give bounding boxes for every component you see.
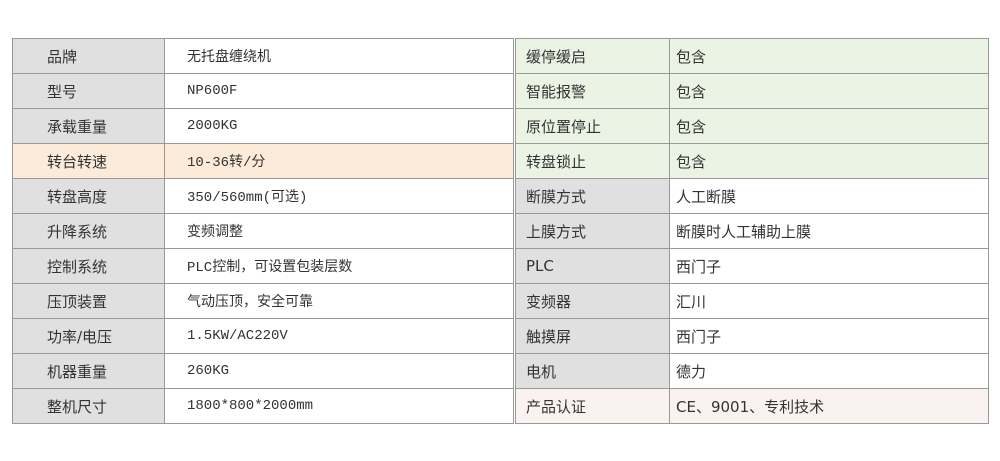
spec-value: 西门子 xyxy=(669,248,989,284)
spec-label: 转盘锁止 xyxy=(515,143,670,179)
spec-value: 德力 xyxy=(669,353,989,389)
spec-value: 包含 xyxy=(669,143,989,179)
table-row: 品牌 无托盘缠绕机 xyxy=(12,38,514,74)
table-row: 缓停缓启 包含 xyxy=(515,38,989,74)
spec-label: 原位置停止 xyxy=(515,108,670,144)
spec-value: 无托盘缠绕机 xyxy=(164,38,514,74)
spec-label: 转台转速 xyxy=(12,143,165,179)
table-row: 承载重量 2000KG xyxy=(12,108,514,144)
table-row: 升降系统 变频调整 xyxy=(12,213,514,249)
spec-value: 2000KG xyxy=(164,108,514,144)
spec-label: 整机尺寸 xyxy=(12,388,165,424)
spec-value: 1.5KW/AC220V xyxy=(164,318,514,354)
spec-label: 升降系统 xyxy=(12,213,165,249)
spec-value: 包含 xyxy=(669,38,989,74)
spec-value: 断膜时人工辅助上膜 xyxy=(669,213,989,249)
spec-value: PLC控制，可设置包装层数 xyxy=(164,248,514,284)
table-row: 转盘锁止 包含 xyxy=(515,143,989,179)
spec-label: 品牌 xyxy=(12,38,165,74)
table-row: 压顶装置 气动压顶，安全可靠 xyxy=(12,283,514,319)
table-row: 变频器 汇川 xyxy=(515,283,989,319)
spec-value: 包含 xyxy=(669,108,989,144)
spec-value: 1800*800*2000mm xyxy=(164,388,514,424)
spec-value: 350/560mm(可选) xyxy=(164,178,514,214)
spec-label: 缓停缓启 xyxy=(515,38,670,74)
spec-value: 西门子 xyxy=(669,318,989,354)
table-row: 原位置停止 包含 xyxy=(515,108,989,144)
spec-value: 气动压顶，安全可靠 xyxy=(164,283,514,319)
table-row: 整机尺寸 1800*800*2000mm xyxy=(12,388,514,424)
spec-label: 压顶装置 xyxy=(12,283,165,319)
spec-value: 260KG xyxy=(164,353,514,389)
table-row: 转台转速 10-36转/分 xyxy=(12,143,514,179)
table-row: 型号 NP600F xyxy=(12,73,514,109)
spec-value: 变频调整 xyxy=(164,213,514,249)
spec-value: 包含 xyxy=(669,73,989,109)
table-row: 上膜方式 断膜时人工辅助上膜 xyxy=(515,213,989,249)
table-row: 产品认证 CE、9001、专利技术 xyxy=(515,388,989,424)
spec-label: 承载重量 xyxy=(12,108,165,144)
spec-label: 型号 xyxy=(12,73,165,109)
spec-label: 断膜方式 xyxy=(515,178,670,214)
table-row: 控制系统 PLC控制，可设置包装层数 xyxy=(12,248,514,284)
spec-label: 智能报警 xyxy=(515,73,670,109)
spec-value: 人工断膜 xyxy=(669,178,989,214)
spec-value: CE、9001、专利技术 xyxy=(669,388,989,424)
table-row: 断膜方式 人工断膜 xyxy=(515,178,989,214)
spec-value: NP600F xyxy=(164,73,514,109)
spec-label: 功率/电压 xyxy=(12,318,165,354)
table-row: 转盘高度 350/560mm(可选) xyxy=(12,178,514,214)
spec-label: 产品认证 xyxy=(515,388,670,424)
spec-table-right: 缓停缓启 包含 智能报警 包含 原位置停止 包含 转盘锁止 包含 断膜方式 人工断膜 上膜方式 断膜时… xyxy=(515,38,989,424)
spec-value: 汇川 xyxy=(669,283,989,319)
spec-value: 10-36转/分 xyxy=(164,143,514,179)
table-row: 触摸屏 西门子 xyxy=(515,318,989,354)
spec-label: 电机 xyxy=(515,353,670,389)
table-row: 功率/电压 1.5KW/AC220V xyxy=(12,318,514,354)
spec-label: 变频器 xyxy=(515,283,670,319)
table-row: PLC 西门子 xyxy=(515,248,989,284)
spec-label: PLC xyxy=(515,248,670,284)
table-row: 智能报警 包含 xyxy=(515,73,989,109)
spec-label: 转盘高度 xyxy=(12,178,165,214)
table-row: 机器重量 260KG xyxy=(12,353,514,389)
table-row: 电机 德力 xyxy=(515,353,989,389)
spec-label: 上膜方式 xyxy=(515,213,670,249)
spec-label: 触摸屏 xyxy=(515,318,670,354)
spec-label: 控制系统 xyxy=(12,248,165,284)
spec-table-left: 品牌 无托盘缠绕机 型号 NP600F 承载重量 2000KG 转台转速 10-36转/分 转盘… xyxy=(12,38,514,424)
spec-label: 机器重量 xyxy=(12,353,165,389)
